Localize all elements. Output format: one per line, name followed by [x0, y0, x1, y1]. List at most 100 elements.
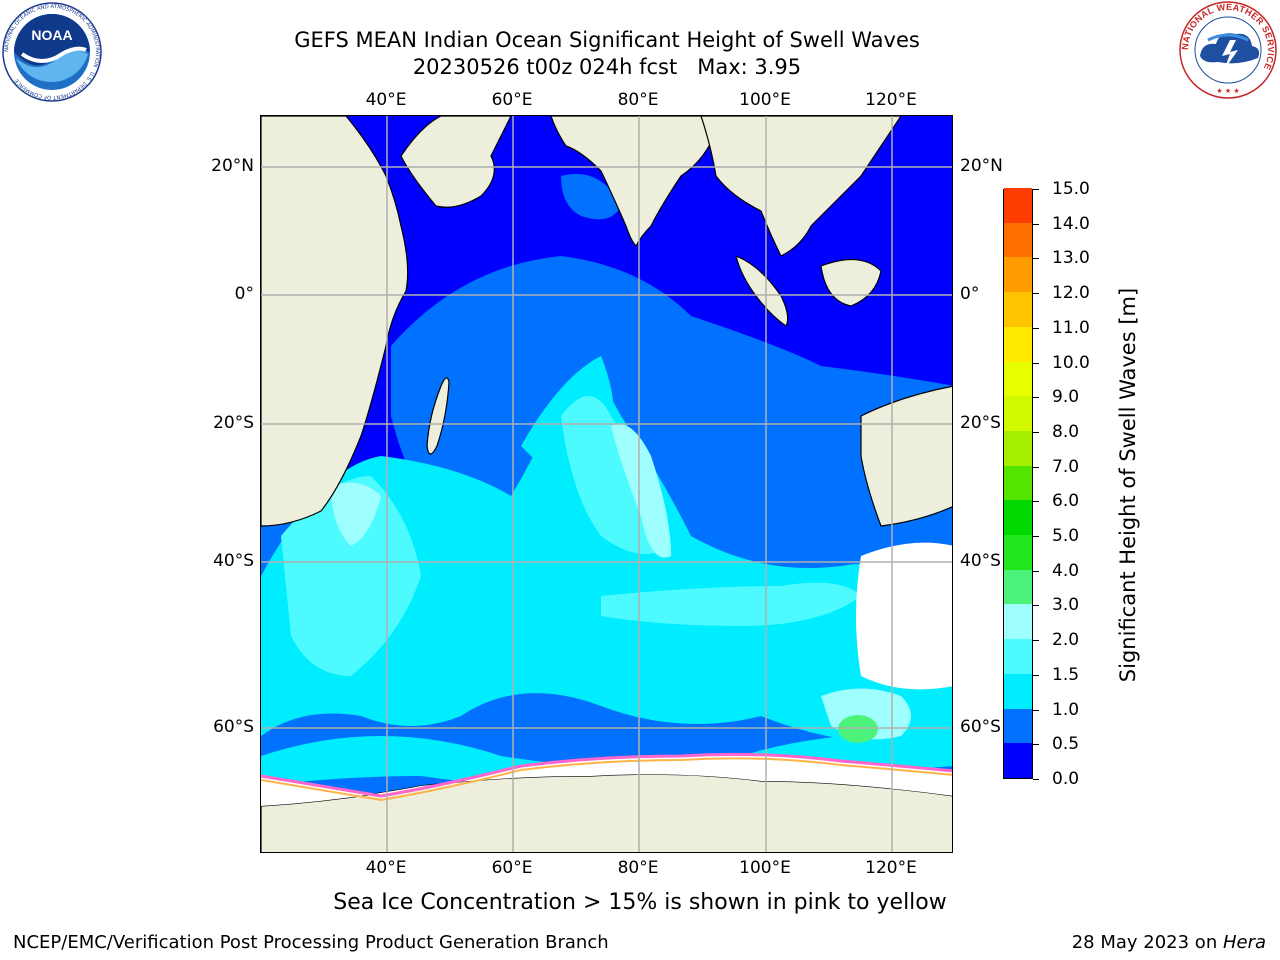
colorbar-tick-label: 10.0	[1052, 352, 1090, 373]
lat-tick-right-40s: 40°S	[960, 551, 1001, 571]
lat-tick-right-60s: 60°S	[960, 717, 1001, 737]
land-sumatra	[735, 255, 789, 327]
swell-3.0-4.0m-max	[838, 715, 878, 743]
colorbar-tick-label: 13.0	[1052, 248, 1090, 269]
footer-date: 28 May 2023 on Hera	[1072, 932, 1266, 953]
sea-ice-edge-pink	[261, 752, 952, 798]
colorbar-segment	[1004, 187, 1032, 223]
footer-date-text: 28 May 2023 on	[1071, 932, 1223, 953]
chart-subtitle: 20230526 t00z 024h fcst Max: 3.95	[412, 55, 802, 79]
lat-tick-left-20n: 20°N	[211, 156, 254, 176]
colorbar	[1003, 187, 1033, 779]
sea-ice-edge-orange	[261, 757, 952, 802]
colorbar-tick-label: 5.0	[1052, 526, 1080, 547]
colorbar-tick-label: 1.5	[1052, 664, 1080, 685]
colorbar-label: Significant Height of Swell Waves [m]	[1116, 287, 1140, 683]
colorbar-segment	[1004, 534, 1032, 570]
colorbar-tick-mark	[1033, 189, 1039, 190]
lat-tick-right-20n: 20°N	[960, 156, 1003, 176]
lon-tick-bottom-120e: 120°E	[865, 858, 917, 878]
colorbar-tick-mark	[1033, 709, 1039, 711]
land-southeast-asia	[700, 116, 902, 257]
footer-host: Hera	[1222, 932, 1266, 953]
colorbar-tick-mark	[1033, 327, 1039, 329]
lon-tick-bottom-40e: 40°E	[365, 858, 407, 878]
lon-tick-top-80e: 80°E	[617, 90, 659, 110]
colorbar-tick-label: 6.0	[1052, 491, 1080, 512]
colorbar-segment	[1004, 569, 1032, 605]
colorbar-tick-label: 14.0	[1052, 213, 1090, 234]
colorbar-segment	[1004, 222, 1032, 258]
sea-ice-note: Sea Ice Concentration > 15% is shown in …	[333, 890, 947, 915]
lat-tick-right-0: 0°	[960, 284, 980, 304]
colorbar-tick-mark	[1033, 293, 1039, 295]
colorbar-tick-mark	[1033, 640, 1039, 642]
land-australia	[860, 385, 952, 527]
colorbar-segment	[1004, 361, 1032, 397]
lat-tick-left-20s: 20°S	[213, 413, 254, 433]
colorbar-segment	[1004, 603, 1032, 640]
colorbar-tick-mark	[1033, 674, 1039, 676]
colorbar-tick-mark	[1033, 431, 1039, 433]
graticule	[261, 116, 952, 852]
colorbar-segment	[1004, 708, 1032, 744]
swell-1.5-2.0m-sw	[281, 476, 421, 676]
colorbar-tick-mark	[1033, 397, 1039, 399]
colorbar-tick-label: 12.0	[1052, 283, 1090, 304]
map-svg	[261, 116, 952, 852]
colorbar-tick-label: 7.0	[1052, 456, 1080, 477]
colorbar-tick-mark	[1033, 570, 1039, 572]
colorbar-segment	[1004, 499, 1032, 536]
swell-2.0-3.0m-central	[611, 424, 671, 558]
sea-ice-southeast	[856, 542, 952, 690]
colorbar-tick-label: 1.0	[1052, 699, 1080, 720]
footer-credit: NCEP/EMC/Verification Post Processing Pr…	[13, 932, 609, 953]
colorbar-tick-label: 15.0	[1052, 179, 1090, 199]
colorbar-tick-label: 0.5	[1052, 734, 1080, 755]
colorbar-tick-label: 11.0	[1052, 317, 1090, 338]
map-plot-area	[260, 115, 953, 853]
lon-tick-top-60e: 60°E	[491, 90, 533, 110]
lat-tick-right-20s: 20°S	[960, 413, 1001, 433]
colorbar-segment	[1004, 326, 1032, 362]
colorbar-segment	[1004, 465, 1032, 501]
lat-tick-left-0: 0°	[234, 284, 254, 304]
noaa-logo: NOAA NATIONAL OCEANIC AND ATMOSPHERIC AD…	[2, 2, 102, 102]
land-india	[550, 116, 722, 248]
swell-2.0-3.0m-sw	[331, 482, 381, 546]
colorbar-tick-label: 8.0	[1052, 421, 1080, 442]
colorbar-segment	[1004, 291, 1032, 327]
colorbar-tick-mark	[1033, 779, 1039, 780]
colorbar-tick-label: 0.0	[1052, 769, 1080, 789]
colorbar-tick-mark	[1033, 536, 1039, 538]
land-arabia	[400, 116, 512, 208]
lat-tick-left-40s: 40°S	[213, 551, 254, 571]
colorbar-tick-label: 9.0	[1052, 387, 1080, 408]
colorbar-segment	[1004, 395, 1032, 431]
lon-tick-bottom-60e: 60°E	[491, 858, 533, 878]
lon-tick-top-40e: 40°E	[365, 90, 407, 110]
colorbar-tick-mark	[1033, 362, 1039, 364]
colorbar-tick-label: 2.0	[1052, 630, 1080, 651]
colorbar-tick-label: 3.0	[1052, 595, 1080, 616]
colorbar-tick-mark	[1033, 744, 1039, 746]
colorbar-tick-mark	[1033, 258, 1039, 260]
swell-0.5-1.0m-arabian	[561, 174, 621, 220]
lon-tick-bottom-100e: 100°E	[739, 858, 791, 878]
chart-title: GEFS MEAN Indian Ocean Significant Heigh…	[294, 28, 920, 52]
swell-1.5-2.0m-east	[601, 582, 861, 626]
sea-ice-antarctic	[261, 754, 952, 806]
colorbar-segment	[1004, 256, 1032, 293]
colorbar-segment	[1004, 742, 1032, 778]
colorbar-segment	[1004, 430, 1032, 466]
lon-tick-top-100e: 100°E	[739, 90, 791, 110]
land-madagascar	[426, 377, 450, 455]
colorbar-tick-mark	[1033, 605, 1039, 607]
colorbar-tick-mark	[1033, 466, 1039, 468]
lon-tick-top-120e: 120°E	[865, 90, 917, 110]
svg-text:★ ★ ★: ★ ★ ★	[1216, 87, 1239, 95]
colorbar-tick-mark	[1033, 501, 1039, 503]
colorbar-tick-mark	[1033, 223, 1039, 225]
noaa-logo-text: NOAA	[31, 27, 72, 43]
nws-logo: NATIONAL WEATHER SERVICE ★ ★ ★	[1179, 1, 1277, 99]
